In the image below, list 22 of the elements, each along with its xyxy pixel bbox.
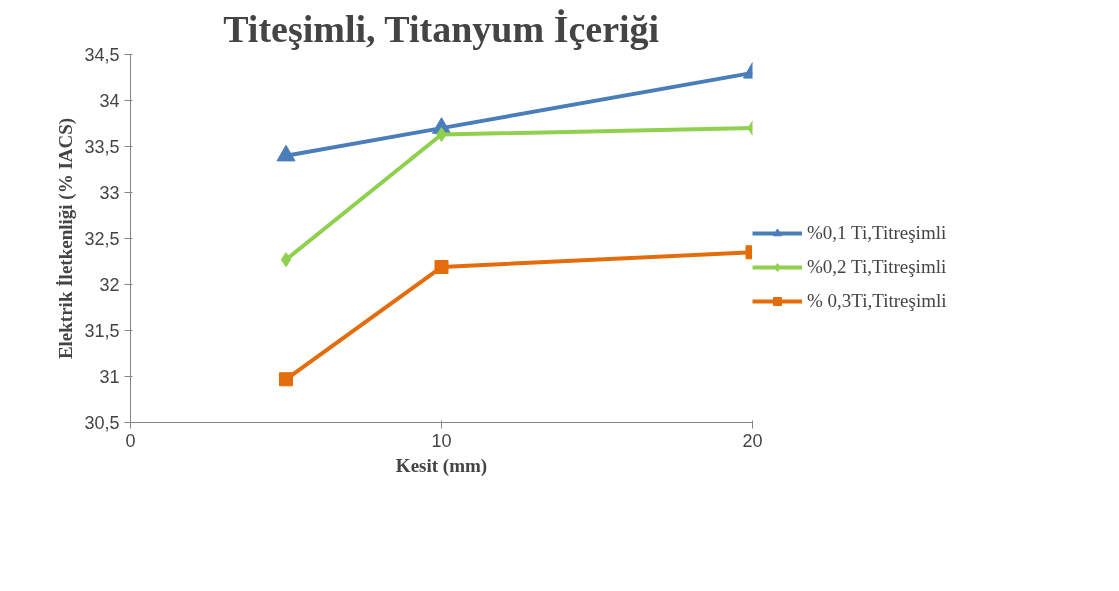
point	[279, 372, 293, 387]
legend-label: %0,1 Ti,Titreşimli	[807, 222, 947, 244]
chart-title: Titeşimli, Titanyum İçeriği	[223, 7, 660, 50]
x-tick-label: 20	[742, 430, 763, 451]
y-tick-label: 32,5	[84, 229, 120, 249]
y-tick-label: 33	[99, 183, 120, 203]
y-tick-label: 30,5	[84, 413, 120, 433]
y-tick-label: 34	[99, 91, 120, 111]
y-tick-label: 32	[99, 275, 120, 295]
x-tick-label: 0	[125, 430, 136, 451]
y-axis-title: Elektrik İletkenliği (% IACS)	[55, 117, 78, 360]
y-tick-label: 31,5	[84, 321, 120, 341]
y-tick-label: 33,5	[84, 137, 120, 157]
x-tick-label: 10	[431, 430, 452, 451]
legend-label: %0,2 Ti,Titreşimli	[807, 256, 947, 278]
y-tick-label: 34,5	[84, 45, 120, 65]
legend-label: % 0,3Ti,Titreşimli	[807, 290, 947, 312]
point	[280, 252, 292, 268]
point	[276, 144, 296, 162]
point	[434, 260, 449, 275]
x-axis-title: Kesit (mm)	[395, 454, 488, 477]
y-tick-label: 31	[99, 367, 120, 387]
